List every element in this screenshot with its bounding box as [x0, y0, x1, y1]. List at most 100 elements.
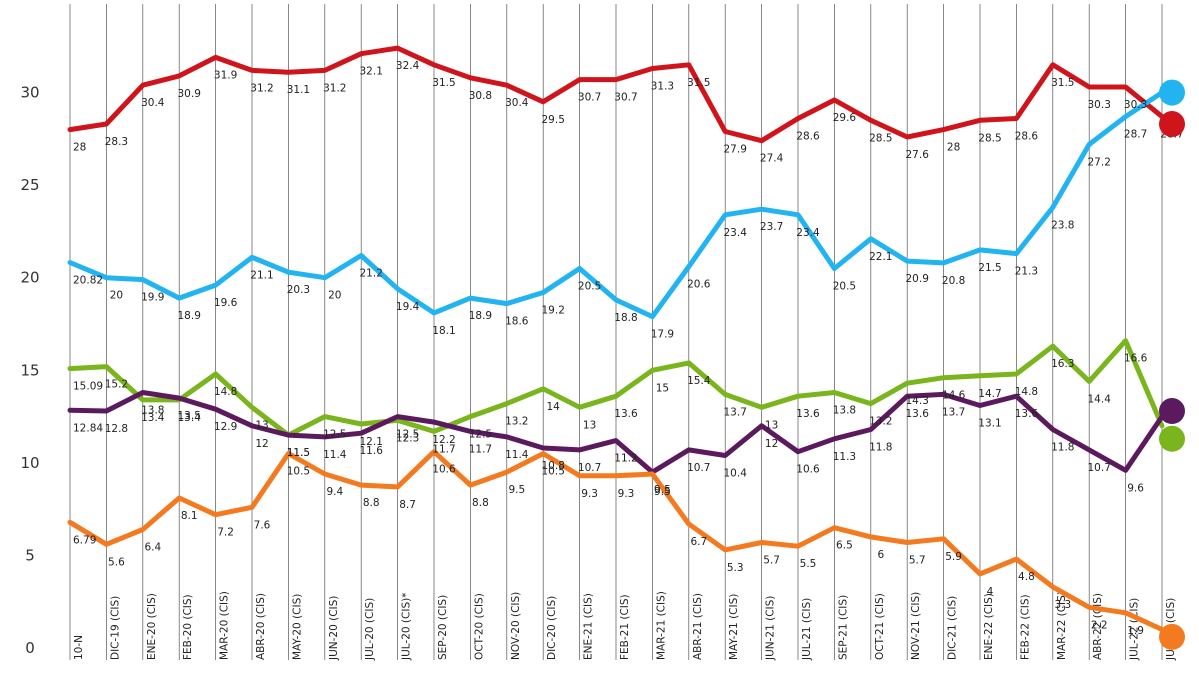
data-label-green-3: 13.4	[178, 412, 202, 424]
data-label-orange-2: 6.4	[144, 542, 161, 554]
data-label-green-12: 13.2	[505, 416, 528, 428]
data-label-orange-19: 5.7	[763, 554, 780, 566]
data-label-purple-19: 12	[765, 438, 778, 450]
data-label-red-10: 31.5	[432, 77, 455, 89]
y-tick-25: 25	[20, 176, 39, 194]
data-label-purple-15: 11.2	[614, 453, 637, 465]
data-label-green-15: 13.6	[614, 408, 638, 420]
y-tick-30: 30	[20, 84, 39, 102]
data-label-purple-6: 11.5	[287, 447, 310, 459]
data-label-purple-28: 10.7	[1088, 462, 1111, 474]
data-label-light-blue-0: 20.82	[73, 275, 103, 287]
data-label-orange-15: 9.3	[618, 488, 635, 500]
y-tick-20: 20	[20, 269, 39, 287]
data-label-orange-23: 5.7	[909, 554, 926, 566]
data-label-orange-21: 6.5	[836, 540, 853, 552]
x-tick-label-7: JUN-20 (CIS)	[328, 596, 340, 661]
data-label-red-7: 31.2	[323, 82, 346, 94]
data-label-light-blue-29: 28.7	[1124, 129, 1147, 141]
data-label-purple-1: 12.8	[105, 423, 128, 435]
data-label-red-27: 31.5	[1051, 77, 1074, 89]
data-label-light-blue-14: 20.5	[578, 280, 601, 292]
x-tick-label-8: JUL-20 (CIS)	[364, 598, 376, 661]
data-label-light-blue-4: 19.6	[214, 297, 238, 309]
end-marker-green	[1159, 425, 1185, 452]
data-label-red-14: 30.7	[578, 92, 601, 104]
data-label-green-23: 14.3	[906, 395, 929, 407]
data-label-light-blue-3: 18.9	[178, 310, 201, 322]
data-label-green-24: 14.6	[942, 390, 966, 402]
data-label-green-17: 15.4	[687, 375, 711, 387]
data-label-red-6: 31.1	[287, 84, 310, 96]
data-label-light-blue-27: 23.8	[1051, 219, 1074, 231]
data-label-red-4: 31.9	[214, 69, 237, 81]
data-label-orange-4: 7.2	[217, 527, 234, 539]
data-label-green-21: 13.8	[833, 405, 856, 417]
x-tick-label-14: ENE-21 (CIS)	[583, 593, 595, 660]
data-label-green-5: 13	[255, 419, 268, 431]
x-tick-label-1: DIC-19 (CIS)	[109, 596, 121, 660]
end-marker-red	[1159, 111, 1185, 138]
data-label-red-11: 30.8	[469, 90, 492, 102]
data-label-light-blue-26: 21.3	[1015, 266, 1038, 278]
data-label-orange-27: 3.3	[1054, 599, 1071, 611]
series-line-red	[67, 45, 1165, 144]
x-tick-label-27: MAR-22 (CIS)	[1056, 591, 1068, 660]
data-label-purple-7: 11.4	[323, 449, 347, 461]
data-label-red-12: 30.4	[505, 97, 529, 109]
data-label-green-18: 13.7	[724, 406, 747, 418]
data-label-green-6: 11.5	[287, 447, 310, 459]
x-tick-label-11: OCT-20 (CIS)	[473, 593, 485, 660]
series-line-light-blue	[67, 90, 1165, 320]
x-tick-label-3: FEB-20 (CIS)	[182, 594, 194, 660]
data-label-purple-27: 11.8	[1051, 442, 1074, 454]
data-label-green-11: 12.5	[469, 429, 492, 441]
data-label-green-19: 13	[765, 419, 778, 431]
data-label-light-blue-23: 20.9	[906, 273, 929, 285]
data-labels: 28 28.3 30.4 30.9 31.9 31.2 31.1 31.2 32.1 32.4 31…	[73, 60, 1184, 637]
data-label-light-blue-13: 19.2	[542, 305, 565, 317]
data-label-green-28: 14.4	[1088, 393, 1112, 405]
data-label-green-2: 13.4	[141, 412, 165, 424]
data-label-green-0: 15.09	[73, 381, 103, 393]
data-label-orange-13: 10.5	[542, 466, 565, 478]
data-label-light-blue-9: 19.4	[396, 301, 420, 313]
data-label-orange-18: 5.3	[727, 562, 744, 574]
data-label-purple-18: 10.4	[724, 467, 748, 479]
data-label-red-23: 27.6	[906, 149, 930, 161]
data-label-orange-16: 9.5	[654, 486, 671, 498]
data-label-orange-20: 5.5	[800, 558, 817, 570]
x-tick-label-23: NOV-21 (CIS)	[910, 592, 922, 660]
x-tick-label-26: FEB-22 (CIS)	[1019, 594, 1031, 660]
data-label-red-24: 28	[947, 142, 960, 154]
series-lines	[67, 45, 1165, 632]
data-label-purple-11: 11.7	[469, 443, 492, 455]
data-label-orange-11: 8.8	[472, 497, 489, 509]
data-label-purple-21: 11.3	[833, 451, 856, 463]
data-label-purple-5: 12	[255, 438, 268, 450]
data-label-orange-6: 10.5	[287, 466, 310, 478]
y-tick-10: 10	[20, 454, 39, 472]
data-label-red-22: 28.5	[869, 132, 892, 144]
x-tick-label-18: MAY-21 (CIS)	[728, 594, 740, 660]
data-label-light-blue-19: 23.7	[760, 221, 783, 233]
data-label-orange-9: 8.7	[399, 499, 416, 511]
end-marker-purple	[1159, 398, 1185, 425]
x-tick-label-13: DIC-20 (CIS)	[546, 596, 558, 660]
data-label-light-blue-18: 23.4	[724, 227, 748, 239]
data-label-light-blue-8: 21.2	[360, 267, 383, 279]
data-label-red-17: 31.5	[687, 77, 710, 89]
data-label-purple-26: 13.6	[1015, 408, 1039, 420]
x-tick-label-19: JUN-21 (CIS)	[765, 596, 777, 661]
x-tick-label-4: MAR-20 (CIS)	[219, 591, 231, 660]
data-label-light-blue-21: 20.5	[833, 280, 856, 292]
data-label-red-19: 27.4	[760, 153, 784, 165]
data-label-light-blue-15: 18.8	[614, 312, 637, 324]
data-label-green-27: 16.3	[1051, 358, 1074, 370]
data-label-red-15: 30.7	[614, 92, 637, 104]
data-label-purple-9: 12.5	[396, 429, 419, 441]
data-label-green-29: 16.6	[1124, 353, 1148, 365]
data-label-light-blue-7: 20	[328, 290, 341, 302]
data-label-red-8: 32.1	[360, 66, 383, 78]
series-line-green	[67, 338, 1165, 438]
